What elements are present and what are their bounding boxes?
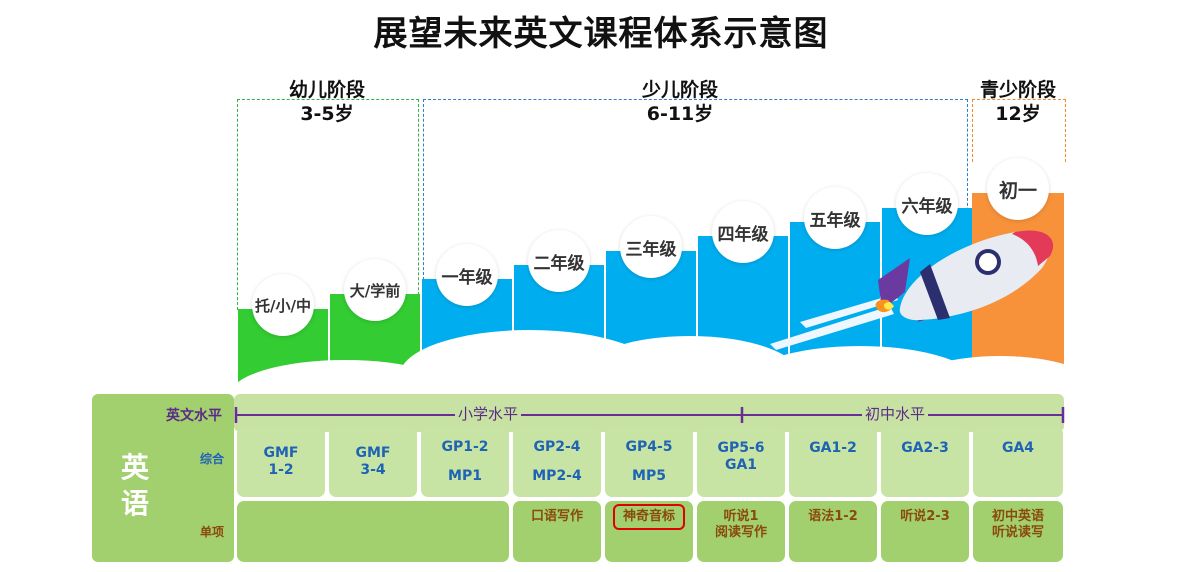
single-cell: 听说2-3 <box>881 501 969 562</box>
grade-bubble: 大/学前 <box>344 259 406 321</box>
grade-bubble: 二年级 <box>528 230 590 292</box>
subject-panel <box>92 394 234 562</box>
course-cell: GP5-6 GA1 <box>697 427 785 497</box>
level-row-label: 英文水平 <box>166 408 222 424</box>
single-row-label: 单项 <box>200 525 225 539</box>
subject-label: 英语 <box>110 450 160 522</box>
course-cell: GMF 3-4 <box>329 427 417 497</box>
course-code: MP2-4 <box>532 468 582 484</box>
course-code: 1-2 <box>268 462 294 478</box>
rocket-icon <box>770 230 1054 350</box>
course-code: GA1-2 <box>809 440 857 456</box>
grade-bubble: 六年级 <box>896 173 958 235</box>
grade-bubble: 五年级 <box>804 187 866 249</box>
stage-age: 6-11岁 <box>646 103 714 125</box>
course-code: GP1-2 <box>441 439 489 455</box>
course-code: 3-4 <box>360 462 386 478</box>
course-cell: GP4-5 MP5 <box>605 427 693 497</box>
stage-age: 12岁 <box>995 103 1041 125</box>
course-code: GP2-4 <box>533 439 581 455</box>
single-cell: 初中英语 听说读写 <box>973 501 1063 562</box>
grade-bubble: 初一 <box>987 158 1049 220</box>
single-cell-empty <box>237 501 509 562</box>
single-item-highlighted: 神奇音标 <box>622 509 675 524</box>
grade-bubble: 一年级 <box>436 244 498 306</box>
grade-bubble: 三年级 <box>620 216 682 278</box>
course-code: GMF <box>355 445 391 461</box>
course-code: GP5-6 <box>717 440 765 456</box>
course-code: MP1 <box>448 468 482 484</box>
course-code: GA4 <box>1001 440 1035 456</box>
level-primary-label: 小学水平 <box>455 405 522 423</box>
course-cell: GMF 1-2 <box>237 427 325 497</box>
single-item: 阅读写作 <box>714 525 767 540</box>
stage-teen-label: 青少阶段 12岁 <box>968 78 1068 126</box>
single-item: 语法1-2 <box>808 509 858 524</box>
grade-bubble: 四年级 <box>712 201 774 263</box>
stage-age: 3-5岁 <box>300 103 354 125</box>
course-cell: GA4 <box>973 427 1063 497</box>
stage-bracket-kindergarten <box>237 99 419 310</box>
single-cell: 语法1-2 <box>789 501 877 562</box>
comprehensive-row-label: 综合 <box>200 452 225 466</box>
stage-name: 少儿阶段 <box>641 79 718 101</box>
subject-text: 英语 <box>120 451 149 520</box>
level-timeline <box>234 407 1065 423</box>
stage-bracket-children <box>423 99 968 280</box>
grade-bubble: 托/小/中 <box>252 274 314 336</box>
stage-kindergarten-label: 幼儿阶段 3-5岁 <box>237 78 417 126</box>
stage-bracket-teen <box>972 99 1066 162</box>
course-code: GA1 <box>724 457 758 473</box>
single-item: 听说2-3 <box>900 509 950 524</box>
level-junior-label: 初中水平 <box>862 405 929 423</box>
single-item: 口语写作 <box>530 509 583 524</box>
single-cell: 神奇音标 <box>605 501 693 562</box>
course-cell: GA2-3 <box>881 427 969 497</box>
highlight-box: 神奇音标 <box>612 504 685 530</box>
stage-name: 青少阶段 <box>979 79 1056 101</box>
course-code: MP5 <box>632 468 666 484</box>
course-cell: GA1-2 <box>789 427 877 497</box>
stage-name: 幼儿阶段 <box>288 79 365 101</box>
single-item: 听说1 <box>723 509 759 524</box>
course-code: GP4-5 <box>625 439 673 455</box>
stage-children-label: 少儿阶段 6-11岁 <box>590 78 770 126</box>
course-code: GA2-3 <box>901 440 949 456</box>
course-code: GMF <box>263 445 299 461</box>
single-item: 听说读写 <box>991 525 1044 540</box>
single-cell: 口语写作 <box>513 501 601 562</box>
single-item: 初中英语 <box>991 509 1044 524</box>
page-title: 展望未来英文课程体系示意图 <box>373 14 829 54</box>
course-cell: GP2-4 MP2-4 <box>513 427 601 497</box>
single-cell: 听说1 阅读写作 <box>697 501 785 562</box>
course-cell: GP1-2 MP1 <box>421 427 509 497</box>
